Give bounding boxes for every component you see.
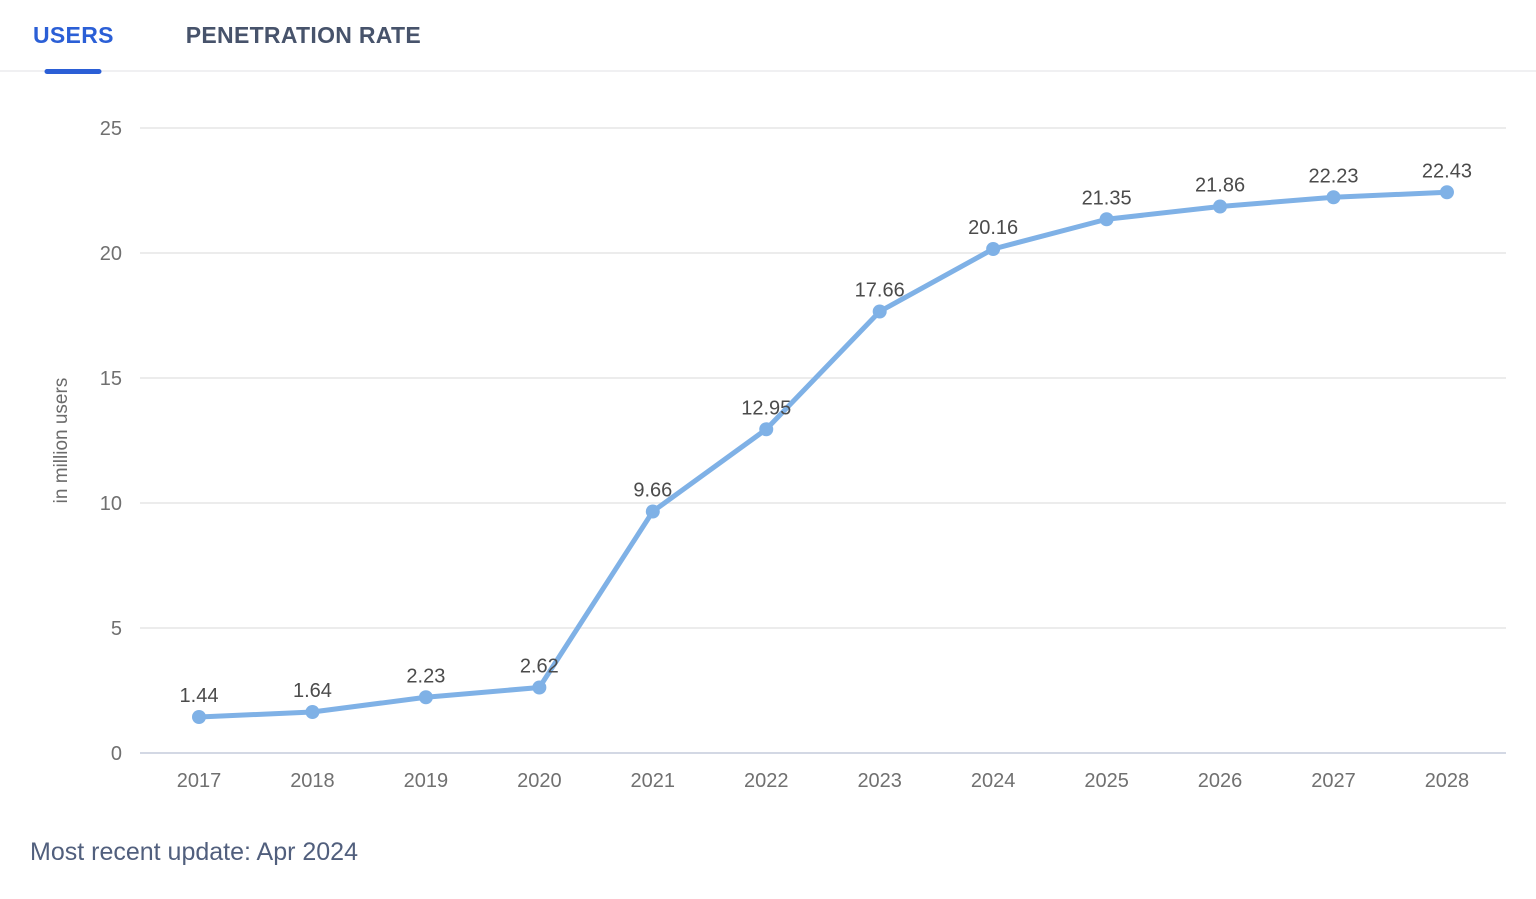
data-point-label: 2.23 xyxy=(406,665,445,687)
data-point[interactable] xyxy=(1099,212,1114,227)
tab-users-label: USERS xyxy=(33,21,114,48)
data-point-label: 12.95 xyxy=(741,397,791,419)
tab-penetration-rate[interactable]: PENETRATION RATE xyxy=(186,0,421,71)
y-tick-label: 10 xyxy=(100,493,122,515)
y-tick-label: 0 xyxy=(111,743,122,765)
data-point-label: 21.35 xyxy=(1082,187,1132,209)
data-point[interactable] xyxy=(1213,199,1228,214)
data-point[interactable] xyxy=(532,680,547,695)
x-tick-label: 2026 xyxy=(1198,770,1243,792)
data-point[interactable] xyxy=(986,242,1001,256)
x-tick-label: 2021 xyxy=(631,770,676,792)
chart-tabbar: USERS PENETRATION RATE xyxy=(0,0,1536,74)
data-point-label: 22.23 xyxy=(1308,165,1358,187)
users-line-chart: 0 5 10 15 20 25 in million users 2017 2018 2019 20… xyxy=(0,80,1536,820)
series-line xyxy=(196,189,1450,720)
x-tick-label: 2024 xyxy=(971,770,1016,792)
x-tick-label: 2019 xyxy=(404,770,449,792)
x-tick-label: 2025 xyxy=(1084,770,1129,792)
last-update-note: Most recent update: Apr 2024 xyxy=(30,838,358,866)
tab-penetration-rate-label: PENETRATION RATE xyxy=(185,21,421,48)
data-point[interactable] xyxy=(305,705,320,719)
x-tick-label: 2017 xyxy=(177,770,222,792)
data-point-label: 21.86 xyxy=(1195,175,1245,197)
data-point[interactable] xyxy=(645,504,660,519)
active-tab-underline xyxy=(44,69,102,74)
data-point[interactable] xyxy=(192,710,206,724)
data-point-label: 20.16 xyxy=(968,217,1018,239)
x-tick-label: 2018 xyxy=(290,770,335,792)
x-tick-label: 2022 xyxy=(744,770,789,792)
y-tick-label: 5 xyxy=(111,618,122,640)
x-tick-label: 2020 xyxy=(517,770,562,792)
data-point[interactable] xyxy=(418,690,433,705)
data-point-label: 17.66 xyxy=(855,280,905,302)
data-point-label: 22.43 xyxy=(1422,160,1472,182)
data-point-label: 1.64 xyxy=(293,680,332,702)
data-point[interactable] xyxy=(1439,185,1454,200)
tab-users[interactable]: USERS xyxy=(33,0,114,74)
data-point[interactable] xyxy=(872,304,887,319)
x-tick-label: 2023 xyxy=(857,770,902,792)
data-point-label: 2.62 xyxy=(520,656,559,678)
y-tick-label: 25 xyxy=(100,118,122,140)
x-tick-label: 2028 xyxy=(1425,770,1470,792)
y-tick-label: 20 xyxy=(100,243,122,265)
data-point[interactable] xyxy=(1326,190,1341,205)
data-point-label: 1.44 xyxy=(180,685,219,707)
data-point-label: 9.66 xyxy=(633,480,672,502)
y-axis-title: in million users xyxy=(51,378,72,504)
x-tick-label: 2027 xyxy=(1311,770,1356,792)
data-point[interactable] xyxy=(759,422,774,437)
y-tick-label: 15 xyxy=(100,368,122,390)
